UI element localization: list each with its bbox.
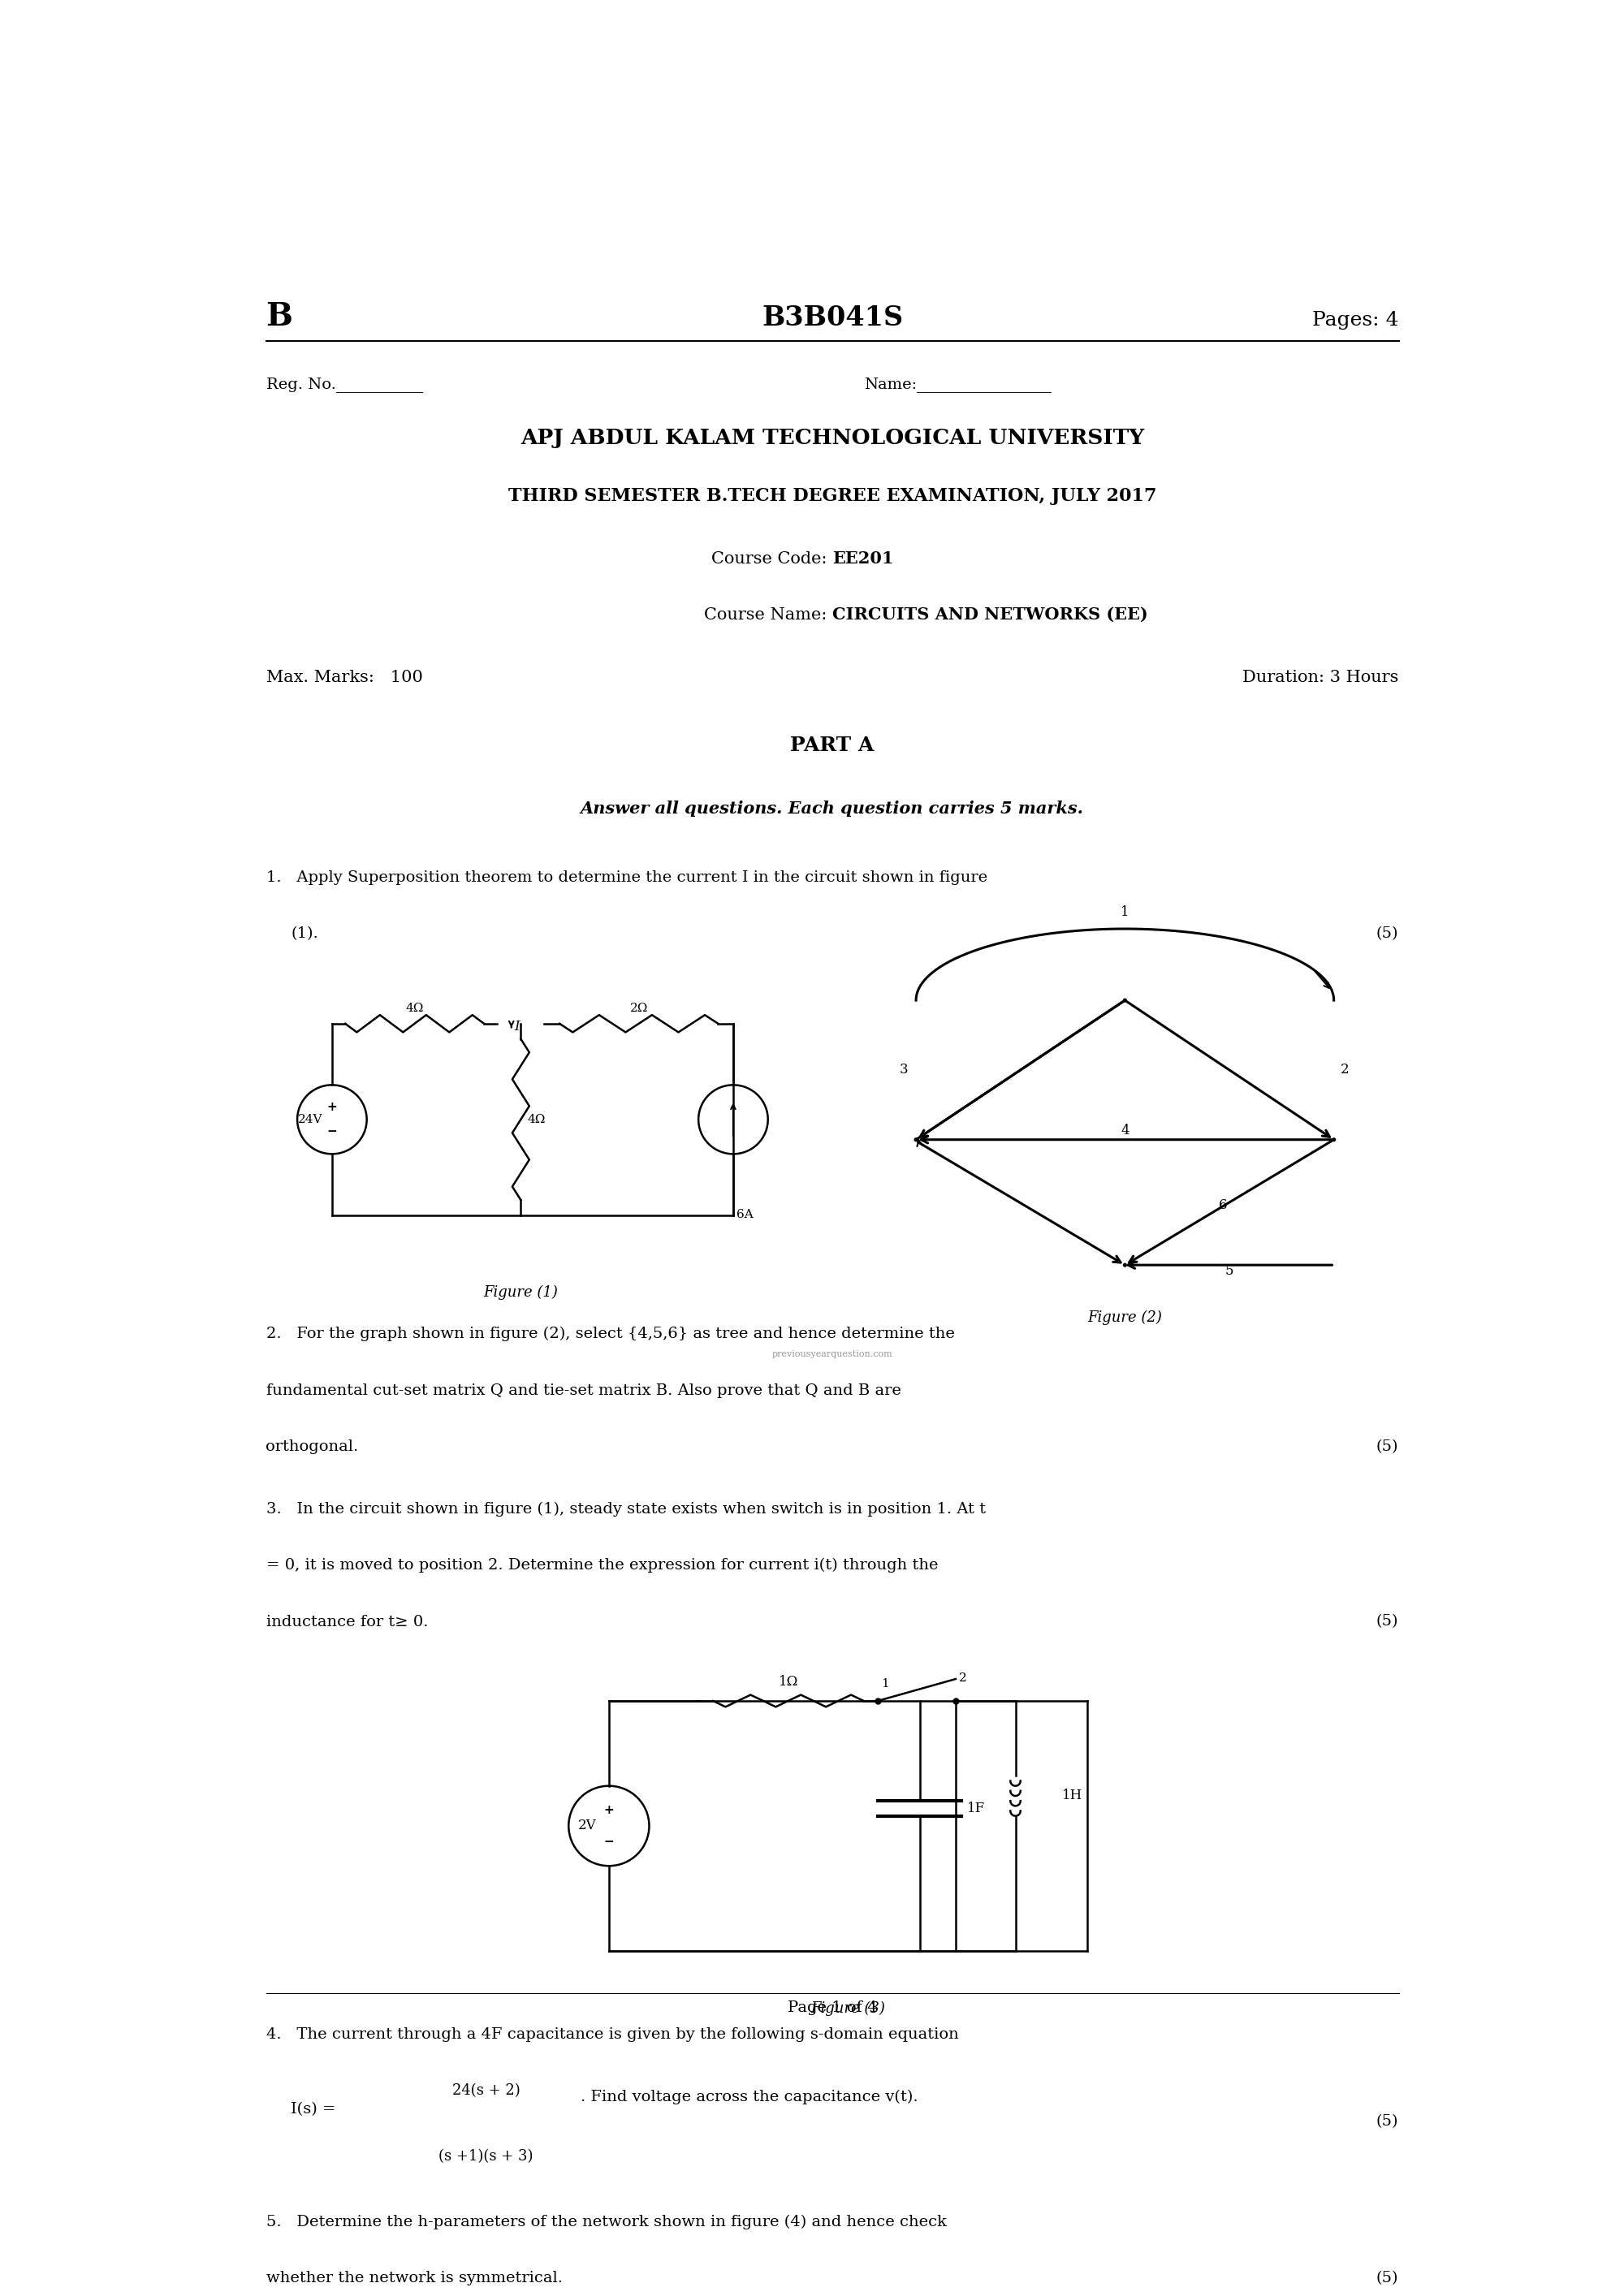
Text: Course Code:: Course Code: [711,551,831,567]
Circle shape [914,1139,918,1141]
Circle shape [1332,1139,1335,1141]
Text: inductance for t≥ 0.: inductance for t≥ 0. [266,1614,429,1630]
Text: APJ ABDUL KALAM TECHNOLOGICAL UNIVERSITY: APJ ABDUL KALAM TECHNOLOGICAL UNIVERSITY [520,427,1145,448]
Text: (5): (5) [1377,1440,1398,1453]
Text: (5): (5) [1377,2271,1398,2285]
Text: Figure (3): Figure (3) [810,2000,885,2016]
Text: Figure (1): Figure (1) [484,1286,559,1300]
Text: 6A: 6A [736,1210,754,1221]
Text: EE201: EE201 [831,551,893,567]
Text: Duration: 3 Hours: Duration: 3 Hours [1242,670,1398,684]
Text: 24V: 24V [297,1114,323,1125]
Text: (s +1)(s + 3): (s +1)(s + 3) [438,2149,533,2163]
Text: Course Name:: Course Name: [705,606,831,622]
Text: 1F: 1F [966,1802,984,1816]
Text: . Find voltage across the capacitance v(t).: . Find voltage across the capacitance v(… [581,2089,918,2103]
Text: whether the network is symmetrical.: whether the network is symmetrical. [266,2271,562,2285]
Text: 5: 5 [1224,1263,1234,1277]
Text: 2Ω: 2Ω [630,1003,648,1015]
Text: (5): (5) [1377,1614,1398,1630]
Text: I: I [515,1019,520,1033]
Text: Max. Marks:   100: Max. Marks: 100 [266,670,422,684]
Text: 1.   Apply Superposition theorem to determine the current I in the circuit shown: 1. Apply Superposition theorem to determ… [266,870,987,886]
Text: 4: 4 [1121,1123,1129,1137]
Text: THIRD SEMESTER B.TECH DEGREE EXAMINATION, JULY 2017: THIRD SEMESTER B.TECH DEGREE EXAMINATION… [508,487,1156,505]
Text: −: − [326,1125,338,1137]
Text: (5): (5) [1377,928,1398,941]
Text: Figure (2): Figure (2) [1088,1311,1163,1325]
Text: 2: 2 [958,1674,966,1683]
Text: 4.   The current through a 4F capacitance is given by the following s-domain equ: 4. The current through a 4F capacitance … [266,2027,958,2041]
Text: Reg. No.___________: Reg. No.___________ [266,377,422,393]
Text: 1Ω: 1Ω [778,1674,797,1688]
Text: 6: 6 [1220,1199,1228,1212]
Text: Page 1 of 4: Page 1 of 4 [788,2000,877,2016]
Text: 1H: 1H [1062,1789,1083,1802]
Circle shape [1124,999,1127,1001]
Text: 4Ω: 4Ω [528,1114,546,1125]
Text: (1).: (1). [291,928,318,941]
Text: PART A: PART A [791,735,874,755]
Text: fundamental cut-set matrix Q and tie-set matrix B. Also prove that Q and B are: fundamental cut-set matrix Q and tie-set… [266,1382,901,1398]
Text: B3B041S: B3B041S [762,305,903,331]
Text: 2.   For the graph shown in figure (2), select {4,5,6} as tree and hence determi: 2. For the graph shown in figure (2), se… [266,1327,955,1341]
Circle shape [1124,1263,1127,1267]
Text: I(s) =: I(s) = [291,2103,336,2117]
Text: 1: 1 [1121,905,1129,918]
Text: Answer all questions. Each question carries 5 marks.: Answer all questions. Each question carr… [581,801,1083,817]
Text: 1: 1 [882,1678,888,1690]
Text: = 0, it is moved to position 2. Determine the expression for current i(t) throug: = 0, it is moved to position 2. Determin… [266,1559,939,1573]
Text: Name:_________________: Name:_________________ [864,377,1051,393]
Text: CIRCUITS AND NETWORKS (EE): CIRCUITS AND NETWORKS (EE) [831,606,1148,622]
Text: 3: 3 [900,1063,908,1077]
Text: +: + [326,1102,338,1114]
Text: 5.   Determine the h-parameters of the network shown in figure (4) and hence che: 5. Determine the h-parameters of the net… [266,2213,947,2229]
Text: orthogonal.: orthogonal. [266,1440,359,1453]
Text: previousyearquestion.com: previousyearquestion.com [771,1350,893,1359]
Text: 2V: 2V [578,1818,596,1832]
Text: B: B [266,301,292,333]
Text: +: + [604,1805,614,1816]
Text: 3.   In the circuit shown in figure (1), steady state exists when switch is in p: 3. In the circuit shown in figure (1), s… [266,1502,986,1518]
Text: (5): (5) [1377,2115,1398,2128]
Text: 24(s + 2): 24(s + 2) [451,2082,520,2099]
Text: 2: 2 [1341,1063,1350,1077]
Text: Pages: 4: Pages: 4 [1312,310,1398,331]
Text: −: − [604,1837,614,1848]
Text: 4Ω: 4Ω [406,1003,424,1015]
